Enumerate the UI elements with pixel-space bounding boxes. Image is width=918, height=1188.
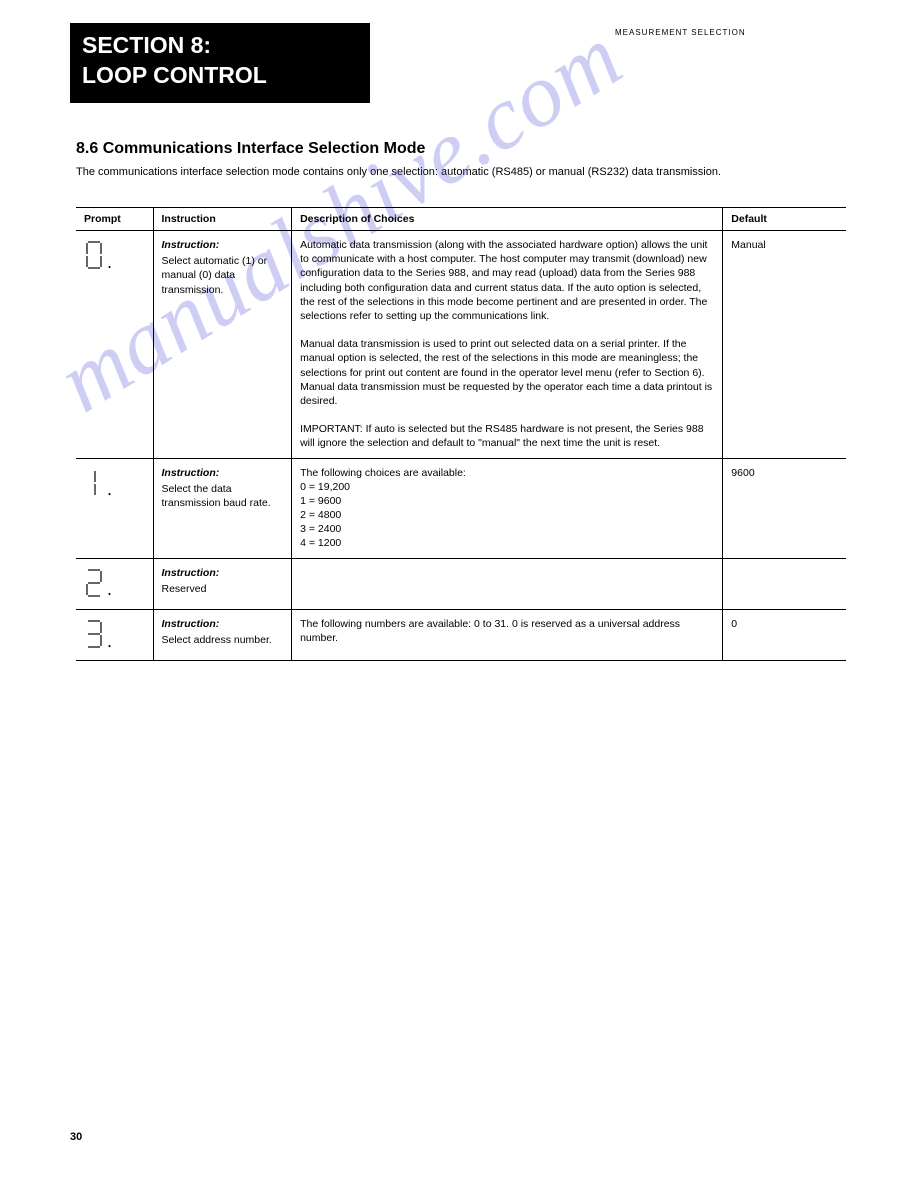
description-cell [292,558,723,609]
table-row: . Instruction: Select address number. Th… [76,609,846,660]
instruction-cell: Instruction: Select automatic (1) or man… [153,231,292,459]
instruction-cell: Instruction: Reserved [153,558,292,609]
prompt-cell: . [76,231,153,459]
table-header-row: Prompt Instruction Description of Choice… [76,208,846,231]
instruction-label: Instruction: [162,466,284,480]
description-cell: The following choices are available: 0 =… [292,458,723,558]
instruction-cell: Instruction: Select the data transmissio… [153,458,292,558]
header-line-1: SECTION 8: [82,31,358,61]
prompt-cell: . [76,609,153,660]
page-title: 8.6 Communications Interface Selection M… [76,140,425,158]
seven-seg-0-icon [84,240,104,270]
selections-table: Prompt Instruction Description of Choice… [76,207,846,661]
seven-seg-1-icon [84,468,104,498]
seven-seg-2-icon [84,568,104,598]
col-header-default: Default [723,208,846,231]
col-header-prompt: Prompt [76,208,153,231]
description-cell: Automatic data transmission (along with … [292,231,723,459]
eyebrow-text: MEASUREMENT SELECTION [615,28,746,37]
default-cell: 9600 [723,458,846,558]
prompt-cell: . [76,558,153,609]
default-cell: Manual [723,231,846,459]
page-number: 30 [70,1131,82,1143]
instruction-text: Select the data transmission baud rate. [162,482,284,510]
section-header: SECTION 8: LOOP CONTROL [70,23,370,103]
instruction-text: Reserved [162,582,284,596]
intro-paragraph: The communications interface selection m… [76,165,846,180]
instruction-cell: Instruction: Select address number. [153,609,292,660]
seg-dot-icon: . [107,250,112,274]
instruction-text: Select address number. [162,633,284,647]
default-cell [723,558,846,609]
col-header-description: Description of Choices [292,208,723,231]
default-cell: 0 [723,609,846,660]
col-header-instruction: Instruction [153,208,292,231]
seven-seg-3-icon [84,619,104,649]
instruction-label: Instruction: [162,238,284,252]
seg-dot-icon: . [107,477,112,501]
prompt-cell: . [76,458,153,558]
instruction-label: Instruction: [162,566,284,580]
seg-dot-icon: . [107,577,112,601]
table-row: . Instruction: Reserved [76,558,846,609]
header-line-2: LOOP CONTROL [82,61,358,91]
table-row: . Instruction: Select the data transmiss… [76,458,846,558]
instruction-text: Select automatic (1) or manual (0) data … [162,254,284,297]
description-cell: The following numbers are available: 0 t… [292,609,723,660]
seg-dot-icon: . [107,629,112,653]
instruction-label: Instruction: [162,617,284,631]
table-row: . Instruction: Select automatic (1) or m… [76,231,846,459]
